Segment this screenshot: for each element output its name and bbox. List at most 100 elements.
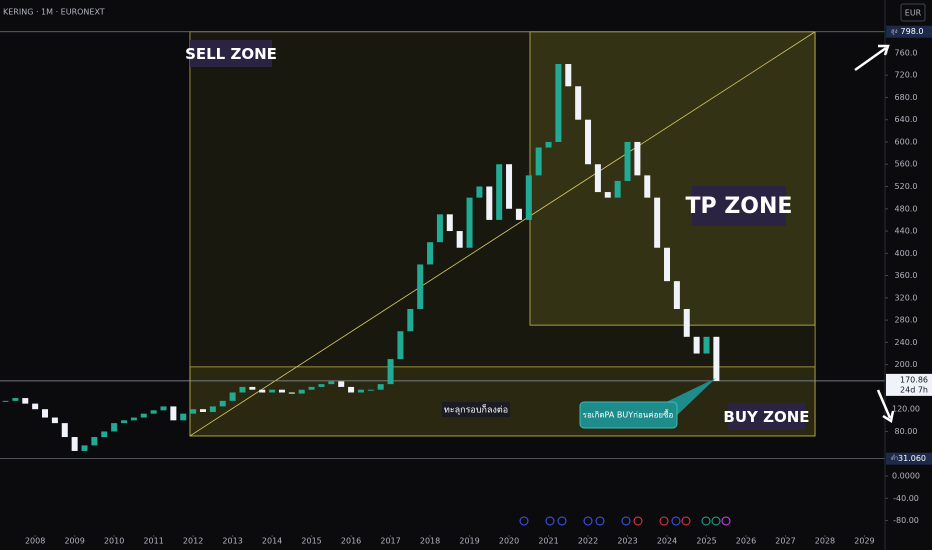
candle: [614, 180, 621, 198]
arrow-up: [854, 44, 890, 72]
y-tick-label: 640.0: [895, 115, 918, 124]
zone-label: SELL ZONE: [185, 45, 277, 63]
candle: [555, 64, 562, 142]
axis: -80.00 -40.00 0.0000 80.00 120.00 200.0 240.0 2…: [25, 25, 932, 546]
candle: [693, 336, 700, 354]
x-tick-label: 2021: [538, 537, 558, 546]
candle: [338, 381, 345, 387]
low-label-bg: [886, 452, 932, 465]
event-icon: [681, 516, 691, 526]
last-label-bg: [886, 373, 932, 396]
x-tick-label: 2017: [380, 537, 400, 546]
y-tick-label: 760.0: [895, 48, 918, 57]
currency-label[interactable]: EUR: [905, 9, 922, 18]
event-icon: [721, 516, 731, 526]
candle: [417, 264, 424, 309]
candle: [140, 413, 147, 418]
candle: [367, 389, 374, 391]
candle: [348, 386, 355, 393]
candle: [535, 147, 542, 176]
zone-box: [189, 366, 816, 437]
event-icon: [633, 516, 643, 526]
candle: [121, 420, 128, 424]
candle: [249, 386, 256, 390]
currency-button[interactable]: [900, 3, 926, 22]
candle: [713, 336, 720, 381]
x-tick-label: 2014: [262, 537, 282, 546]
candle: [278, 389, 285, 393]
x-tick-label: 2010: [104, 537, 124, 546]
event-icon: [659, 516, 669, 526]
high-tag: สูง: [891, 28, 898, 35]
low-tag: ต่ำ: [891, 454, 898, 462]
last-label: 170.86: [900, 375, 928, 384]
x-tick-label: 2009: [64, 537, 84, 546]
candle: [575, 86, 582, 120]
x-tick-label: 2024: [657, 537, 677, 546]
candle: [160, 406, 167, 411]
candle: [604, 192, 611, 198]
candle: [22, 398, 29, 404]
x-tick-label: 2029: [854, 537, 874, 546]
annotation: ทะลุกรอบก็ลงต่อ: [444, 403, 508, 416]
candle: [130, 417, 137, 421]
event-icon: [595, 516, 605, 526]
candle: [61, 423, 68, 438]
event-icon: [545, 516, 555, 526]
candle: [239, 386, 246, 393]
candle: [634, 141, 641, 176]
y-tick-label: 200.0: [895, 360, 918, 369]
trend-line: [189, 31, 816, 437]
y-tick-label: 680.0: [895, 93, 918, 102]
candle: [199, 409, 206, 412]
y-tick-label: -40.00: [893, 494, 919, 503]
y-tick-label: 80.00: [895, 427, 918, 436]
candle: [673, 281, 680, 309]
low-label: 31.060: [898, 454, 926, 463]
x-tick-label: 2015: [301, 537, 321, 546]
event-icon: [583, 516, 593, 526]
zone-label: TP ZONE: [686, 194, 793, 219]
candle: [456, 231, 463, 248]
candle: [259, 389, 266, 393]
candle: [180, 413, 187, 421]
candle: [397, 331, 404, 360]
event-icon: [671, 516, 681, 526]
x-tick-label: 2011: [143, 537, 163, 546]
annotation-bg: [442, 402, 510, 417]
zone-label: BUY ZONE: [723, 408, 809, 426]
candle: [446, 214, 453, 232]
y-tick-label: 600.0: [895, 137, 918, 146]
candle: [101, 431, 108, 438]
candle: [486, 186, 493, 220]
candle: [506, 164, 513, 209]
event-icon: [711, 516, 721, 526]
y-tick-label: 720.0: [895, 71, 918, 80]
zone-box: [529, 31, 816, 326]
candle: [328, 381, 335, 385]
candle: [377, 384, 384, 390]
event-icon: [519, 516, 529, 526]
candle: [436, 214, 443, 243]
candle: [81, 445, 88, 451]
x-tick-label: 2008: [25, 537, 45, 546]
candle: [42, 409, 49, 418]
y-tick-label: 440.0: [895, 227, 918, 236]
x-tick-label: 2016: [341, 537, 361, 546]
x-tick-label: 2023: [617, 537, 637, 546]
candle: [111, 423, 118, 432]
candle: [150, 410, 157, 414]
candle: [703, 336, 710, 354]
candle: [12, 398, 19, 401]
candle: [683, 308, 690, 337]
candle: [476, 186, 483, 198]
high-label-bg: [886, 25, 932, 38]
candle: [170, 406, 177, 421]
x-tick-label: 2020: [499, 537, 519, 546]
event-icon: [621, 516, 631, 526]
candle: [654, 197, 661, 248]
grid: [0, 31, 885, 460]
candle: [594, 164, 601, 193]
